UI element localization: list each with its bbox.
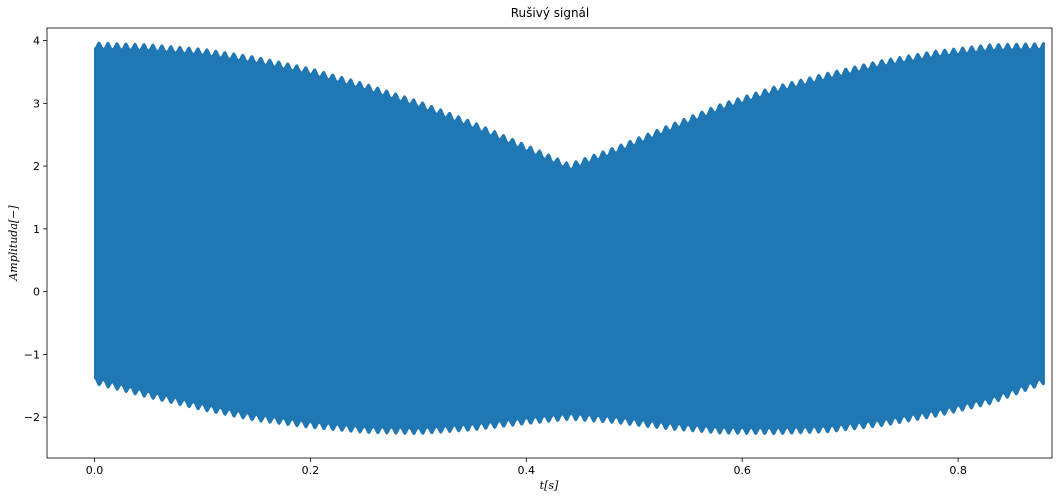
y-tick-label-5: 3 (33, 97, 40, 110)
x-axis-title: t[s] (540, 479, 559, 492)
x-tick-label-0: 0.0 (86, 464, 104, 477)
x-tick-label-1: 0.2 (302, 464, 320, 477)
y-tick-label-3: 1 (33, 223, 40, 236)
x-tick-label-3: 0.6 (733, 464, 751, 477)
y-axis-title: Amplituda[−] (7, 205, 20, 282)
y-tick-label-6: 4 (33, 35, 40, 48)
series-0-signal (94, 41, 1045, 436)
y-tick-label-1: −1 (24, 348, 40, 361)
series-layer (94, 41, 1045, 436)
x-tick-label-2: 0.4 (518, 464, 536, 477)
x-axis-ticks: 0.0 0.2 0.4 0.6 0.8 (86, 458, 967, 477)
y-tick-label-2: 0 (33, 286, 40, 299)
plot-area (46, 27, 1053, 459)
y-tick-label-0: −2 (24, 411, 40, 424)
y-tick-label-4: 2 (33, 160, 40, 173)
plot-frame (46, 27, 1053, 459)
x-tick-label-4: 0.8 (949, 464, 967, 477)
y-axis-ticks: −2 −1 0 1 2 3 4 (24, 35, 47, 424)
chart-title: Rušivý signál (511, 6, 590, 20)
